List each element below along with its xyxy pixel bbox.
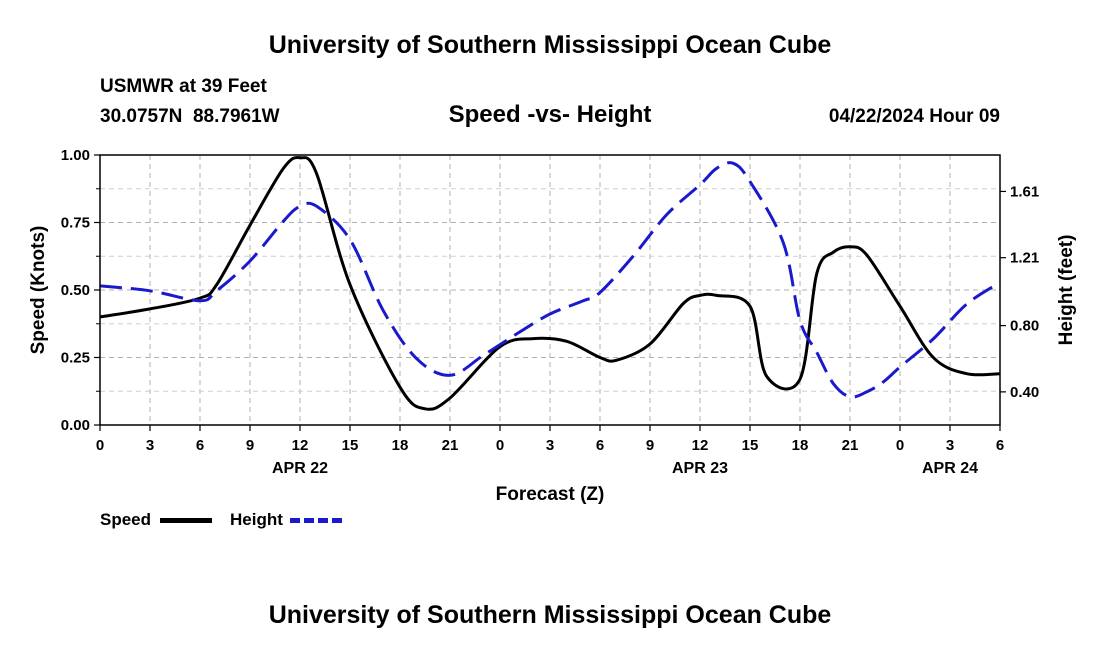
y-axis-left: 0.00 0.25 0.50 0.75 1.00 [61, 147, 100, 434]
y-right-tick-label: 1.21 [1010, 250, 1039, 267]
y-right-tick-label: 1.61 [1010, 183, 1039, 200]
y-right-tick-label: 0.80 [1010, 318, 1039, 335]
forecast-datetime: 04/22/2024 Hour 09 [828, 106, 1000, 127]
x-tick-label: 6 [196, 437, 204, 454]
legend-height-swatch [290, 518, 342, 523]
x-tick-label: 3 [946, 437, 954, 454]
x-tick-label: 0 [96, 437, 104, 454]
x-tick-label: 0 [496, 437, 504, 454]
x-tick-label: 15 [342, 437, 359, 454]
station-name: USMWR at 39 Feet [100, 76, 267, 97]
x-tick-label: 21 [842, 437, 859, 454]
legend-height-label: Height [230, 510, 283, 529]
legend-speed-label: Speed [100, 510, 152, 529]
x-tick-label: 18 [792, 437, 809, 454]
x-tick-label: 15 [742, 437, 759, 454]
x-tick-label: 12 [292, 437, 309, 454]
y-left-tick-label: 0.00 [61, 417, 90, 434]
station-coordinates: 30.0757N 88.7961W [100, 106, 280, 127]
x-tick-label: 6 [596, 437, 604, 454]
y-left-tick-label: 0.75 [61, 215, 90, 232]
y-left-tick-label: 1.00 [61, 147, 90, 164]
x-date-label: APR 22 [272, 460, 328, 477]
chart-plot: 0 3 6 9 12 15 18 21 0 3 6 9 12 15 18 21 0 3 6 APR 22 APR 23 A… [28, 147, 1077, 505]
series-line-speed [99, 155, 1001, 411]
y-left-tick-label: 0.50 [61, 282, 90, 299]
footer-title: University of Southern Mississippi Ocean… [268, 601, 832, 629]
y-axis-right: 0.40 0.80 1.21 1.61 [1000, 183, 1039, 401]
y-left-tick-label: 0.25 [61, 350, 90, 367]
legend-speed-swatch [160, 518, 212, 523]
y-axis-left-label: Speed (Knots) [28, 226, 49, 355]
y-right-tick-label: 0.40 [1010, 384, 1039, 401]
x-tick-label: 9 [646, 437, 654, 454]
x-tick-label: 9 [246, 437, 254, 454]
chart-subtitle: Speed -vs- Height [448, 101, 652, 128]
x-tick-label: 3 [546, 437, 554, 454]
x-date-label: APR 23 [672, 460, 728, 477]
chart-series [99, 155, 1001, 411]
x-axis: 0 3 6 9 12 15 18 21 0 3 6 9 12 15 18 21 0 3 6 APR 22 APR 23 A… [96, 425, 1004, 477]
x-tick-label: 3 [146, 437, 154, 454]
x-tick-label: 21 [442, 437, 459, 454]
y-axis-right-label: Height (feet) [1056, 235, 1077, 346]
chart-grid [100, 154, 1000, 425]
x-date-label: APR 24 [922, 460, 978, 477]
x-tick-label: 0 [896, 437, 904, 454]
x-tick-label: 6 [996, 437, 1004, 454]
x-tick-label: 18 [392, 437, 409, 454]
chart-title: University of Southern Mississippi Ocean… [268, 31, 832, 59]
x-axis-label: Forecast (Z) [496, 484, 605, 505]
x-tick-label: 12 [692, 437, 709, 454]
series-line-height [99, 161, 1001, 399]
